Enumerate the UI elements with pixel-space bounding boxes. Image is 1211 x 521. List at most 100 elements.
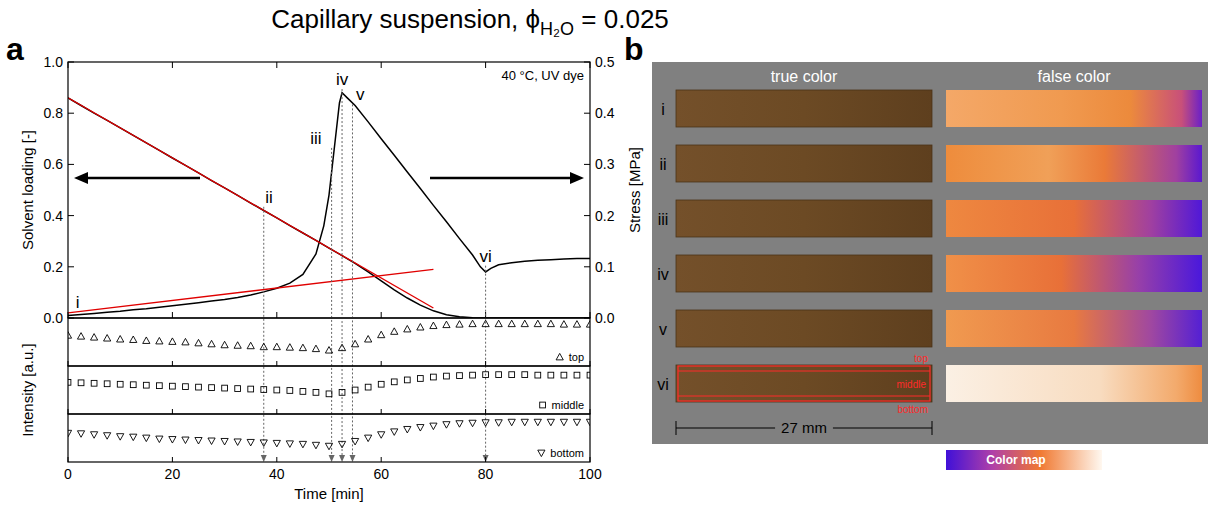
- y-tick-label: 0.8: [44, 105, 64, 121]
- data-point: [143, 337, 150, 343]
- y2-tick: [584, 215, 590, 216]
- data-point: [443, 422, 450, 428]
- panel-letter: b: [624, 31, 644, 67]
- y2-tick: [584, 164, 590, 165]
- column-header: false color: [1038, 68, 1112, 85]
- data-point: [169, 338, 176, 344]
- data-point: [195, 339, 202, 345]
- data-point: [365, 435, 372, 441]
- data-point: [495, 420, 502, 426]
- data-point: [170, 383, 176, 389]
- data-point: [247, 439, 254, 445]
- region-label: top: [914, 353, 928, 364]
- data-point: [300, 389, 306, 395]
- data-point: [338, 344, 345, 350]
- title-tail: = 0.025: [574, 4, 669, 34]
- data-point: [104, 381, 110, 387]
- y-tick-label: 0.0: [44, 310, 64, 326]
- data-point: [130, 336, 137, 342]
- data-point: [273, 440, 280, 446]
- axis-arrowhead: [74, 172, 88, 184]
- region-divider: [678, 396, 930, 397]
- data-point: [521, 419, 528, 425]
- data-point: [378, 432, 385, 438]
- marker-label: vi: [479, 247, 491, 266]
- data-point: [338, 441, 345, 447]
- data-point: [222, 385, 228, 391]
- data-point: [104, 433, 111, 439]
- true-color-image: [676, 365, 932, 402]
- data-point: [143, 435, 150, 441]
- data-point: [234, 439, 241, 445]
- data-point: [287, 388, 293, 394]
- data-point: [495, 320, 502, 326]
- data-point: [77, 431, 84, 437]
- data-point: [352, 340, 359, 346]
- x-tick: [381, 361, 382, 366]
- x-tick: [172, 312, 173, 318]
- data-point: [404, 325, 411, 331]
- data-point: [574, 372, 580, 378]
- x-tick: [381, 62, 382, 68]
- y2-tick: [584, 266, 590, 267]
- true-color-image: [676, 310, 932, 347]
- data-point: [404, 377, 410, 383]
- data-point: [274, 387, 280, 393]
- data-point: [470, 372, 476, 378]
- x-axis-title: Time [min]: [294, 485, 363, 502]
- y2-tick-label: 0.3: [595, 156, 615, 172]
- data-point: [457, 373, 463, 379]
- x-tick: [276, 361, 277, 366]
- figure-title: Capillary suspension, ϕH₂O = 0.025: [271, 4, 669, 39]
- data-point: [378, 381, 384, 387]
- data-point: [117, 381, 123, 387]
- data-point: [260, 343, 267, 349]
- time-marker-arrowhead: [329, 455, 335, 462]
- annotation: i: [76, 293, 80, 312]
- data-point: [444, 373, 450, 379]
- x-tick: [276, 409, 277, 414]
- scale-bar: [676, 428, 775, 429]
- scale-bar-label: 27 mm: [781, 419, 827, 436]
- data-point: [417, 425, 424, 431]
- scale-bar: [833, 428, 932, 429]
- axis-arrow: [430, 177, 574, 180]
- y-tick: [68, 266, 74, 267]
- marker-label: iii: [310, 129, 321, 148]
- y2-axis-title: Stress [MPa]: [626, 147, 643, 233]
- data-point: [234, 342, 241, 348]
- x-tick: [276, 457, 277, 462]
- x-tick: [485, 409, 486, 414]
- data-point: [117, 434, 124, 440]
- data-point: [247, 342, 254, 348]
- x-tick-label: 80: [478, 466, 494, 482]
- x-tick: [381, 312, 382, 318]
- y-tick-label: 1.0: [44, 54, 64, 70]
- data-point: [560, 419, 567, 425]
- data-point: [521, 320, 528, 326]
- data-point: [286, 344, 293, 350]
- data-point: [143, 382, 149, 388]
- scale-bar-end: [932, 421, 933, 435]
- y-axis-title: Intensity [a.u.]: [19, 343, 36, 436]
- data-point: [443, 321, 450, 327]
- y-tick-label: 0.2: [44, 259, 64, 275]
- data-point: [104, 335, 111, 341]
- data-point: [312, 442, 319, 448]
- data-point: [299, 344, 306, 350]
- plot-frame: [68, 62, 590, 318]
- time-marker: [342, 89, 343, 457]
- data-point: [561, 372, 567, 378]
- axis-arrow: [84, 177, 200, 180]
- data-point: [547, 320, 554, 326]
- row-label: i: [661, 101, 665, 118]
- row-label: vi: [657, 376, 669, 393]
- x-tick: [276, 312, 277, 318]
- data-point: [313, 390, 319, 396]
- data-point: [91, 432, 98, 438]
- data-point: [365, 384, 371, 390]
- data-point: [260, 440, 267, 446]
- y-tick: [68, 215, 74, 216]
- time-marker-arrowhead: [339, 455, 345, 462]
- y2-tick: [584, 113, 590, 114]
